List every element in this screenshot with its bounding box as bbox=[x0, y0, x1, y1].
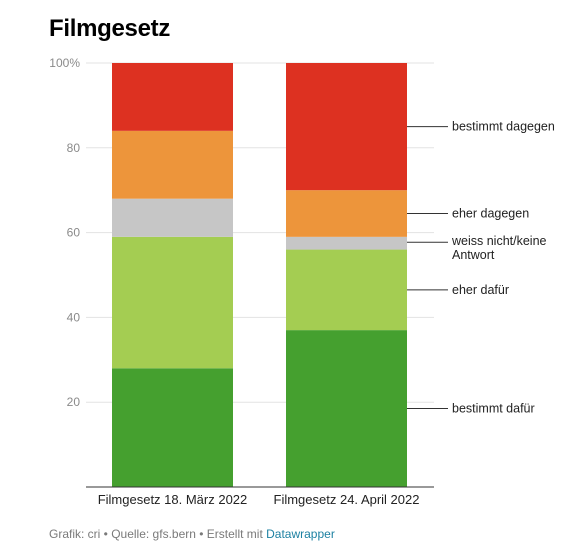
bar-segment-eher-daf-r-2 bbox=[286, 249, 407, 331]
bar-segment-weiss-nicht-keine-antwort-1 bbox=[112, 198, 233, 237]
y-tick-label-80: 80 bbox=[67, 141, 81, 155]
bar-segment-bestimmt-daf-r-2 bbox=[286, 330, 407, 487]
y-tick-label-100: 100% bbox=[49, 56, 80, 70]
bar-segment-eher-daf-r-1 bbox=[112, 236, 233, 369]
y-tick-label-40: 40 bbox=[67, 310, 81, 324]
legend-label-eher-daf-r: eher dafür bbox=[452, 283, 509, 297]
chart-title: Filmgesetz bbox=[49, 15, 171, 42]
y-tick-label-20: 20 bbox=[67, 395, 81, 409]
bar-segment-bestimmt-daf-r-1 bbox=[112, 368, 233, 487]
bar-segment-weiss-nicht-keine-antwort-2 bbox=[286, 236, 407, 250]
legend-label-weiss-nicht-keine-antwort-line-2: Antwort bbox=[452, 248, 495, 262]
bar-segment-bestimmt-dagegen-1 bbox=[112, 63, 233, 131]
bar-segment-bestimmt-dagegen-2 bbox=[286, 63, 407, 191]
legend-label-eher-dagegen: eher dagegen bbox=[452, 207, 529, 221]
legend-label-bestimmt-daf-r: bestimmt dafür bbox=[452, 402, 535, 416]
bar-segment-eher-dagegen-1 bbox=[112, 130, 233, 199]
x-tick-label-2: Filmgesetz 24. April 2022 bbox=[274, 492, 420, 507]
datawrapper-link[interactable]: Datawrapper bbox=[266, 527, 335, 541]
legend-label-bestimmt-dagegen: bestimmt dagegen bbox=[452, 120, 555, 134]
footer-credits: Grafik: cri • Quelle: gfs.bern • Erstell… bbox=[49, 527, 267, 541]
stacked-bar-chart: 20 40 60 80 100% Filmgesetz 18. März 2022 Film… bbox=[49, 56, 555, 507]
y-tick-label-60: 60 bbox=[67, 226, 81, 240]
chart-footer: Grafik: cri • Quelle: gfs.bern • Erstell… bbox=[49, 527, 335, 541]
x-tick-label-1: Filmgesetz 18. März 2022 bbox=[98, 492, 248, 507]
bar-segment-eher-dagegen-2 bbox=[286, 190, 407, 237]
legend-label-weiss-nicht-keine-antwort-line-1: weiss nicht/keine bbox=[451, 234, 547, 248]
